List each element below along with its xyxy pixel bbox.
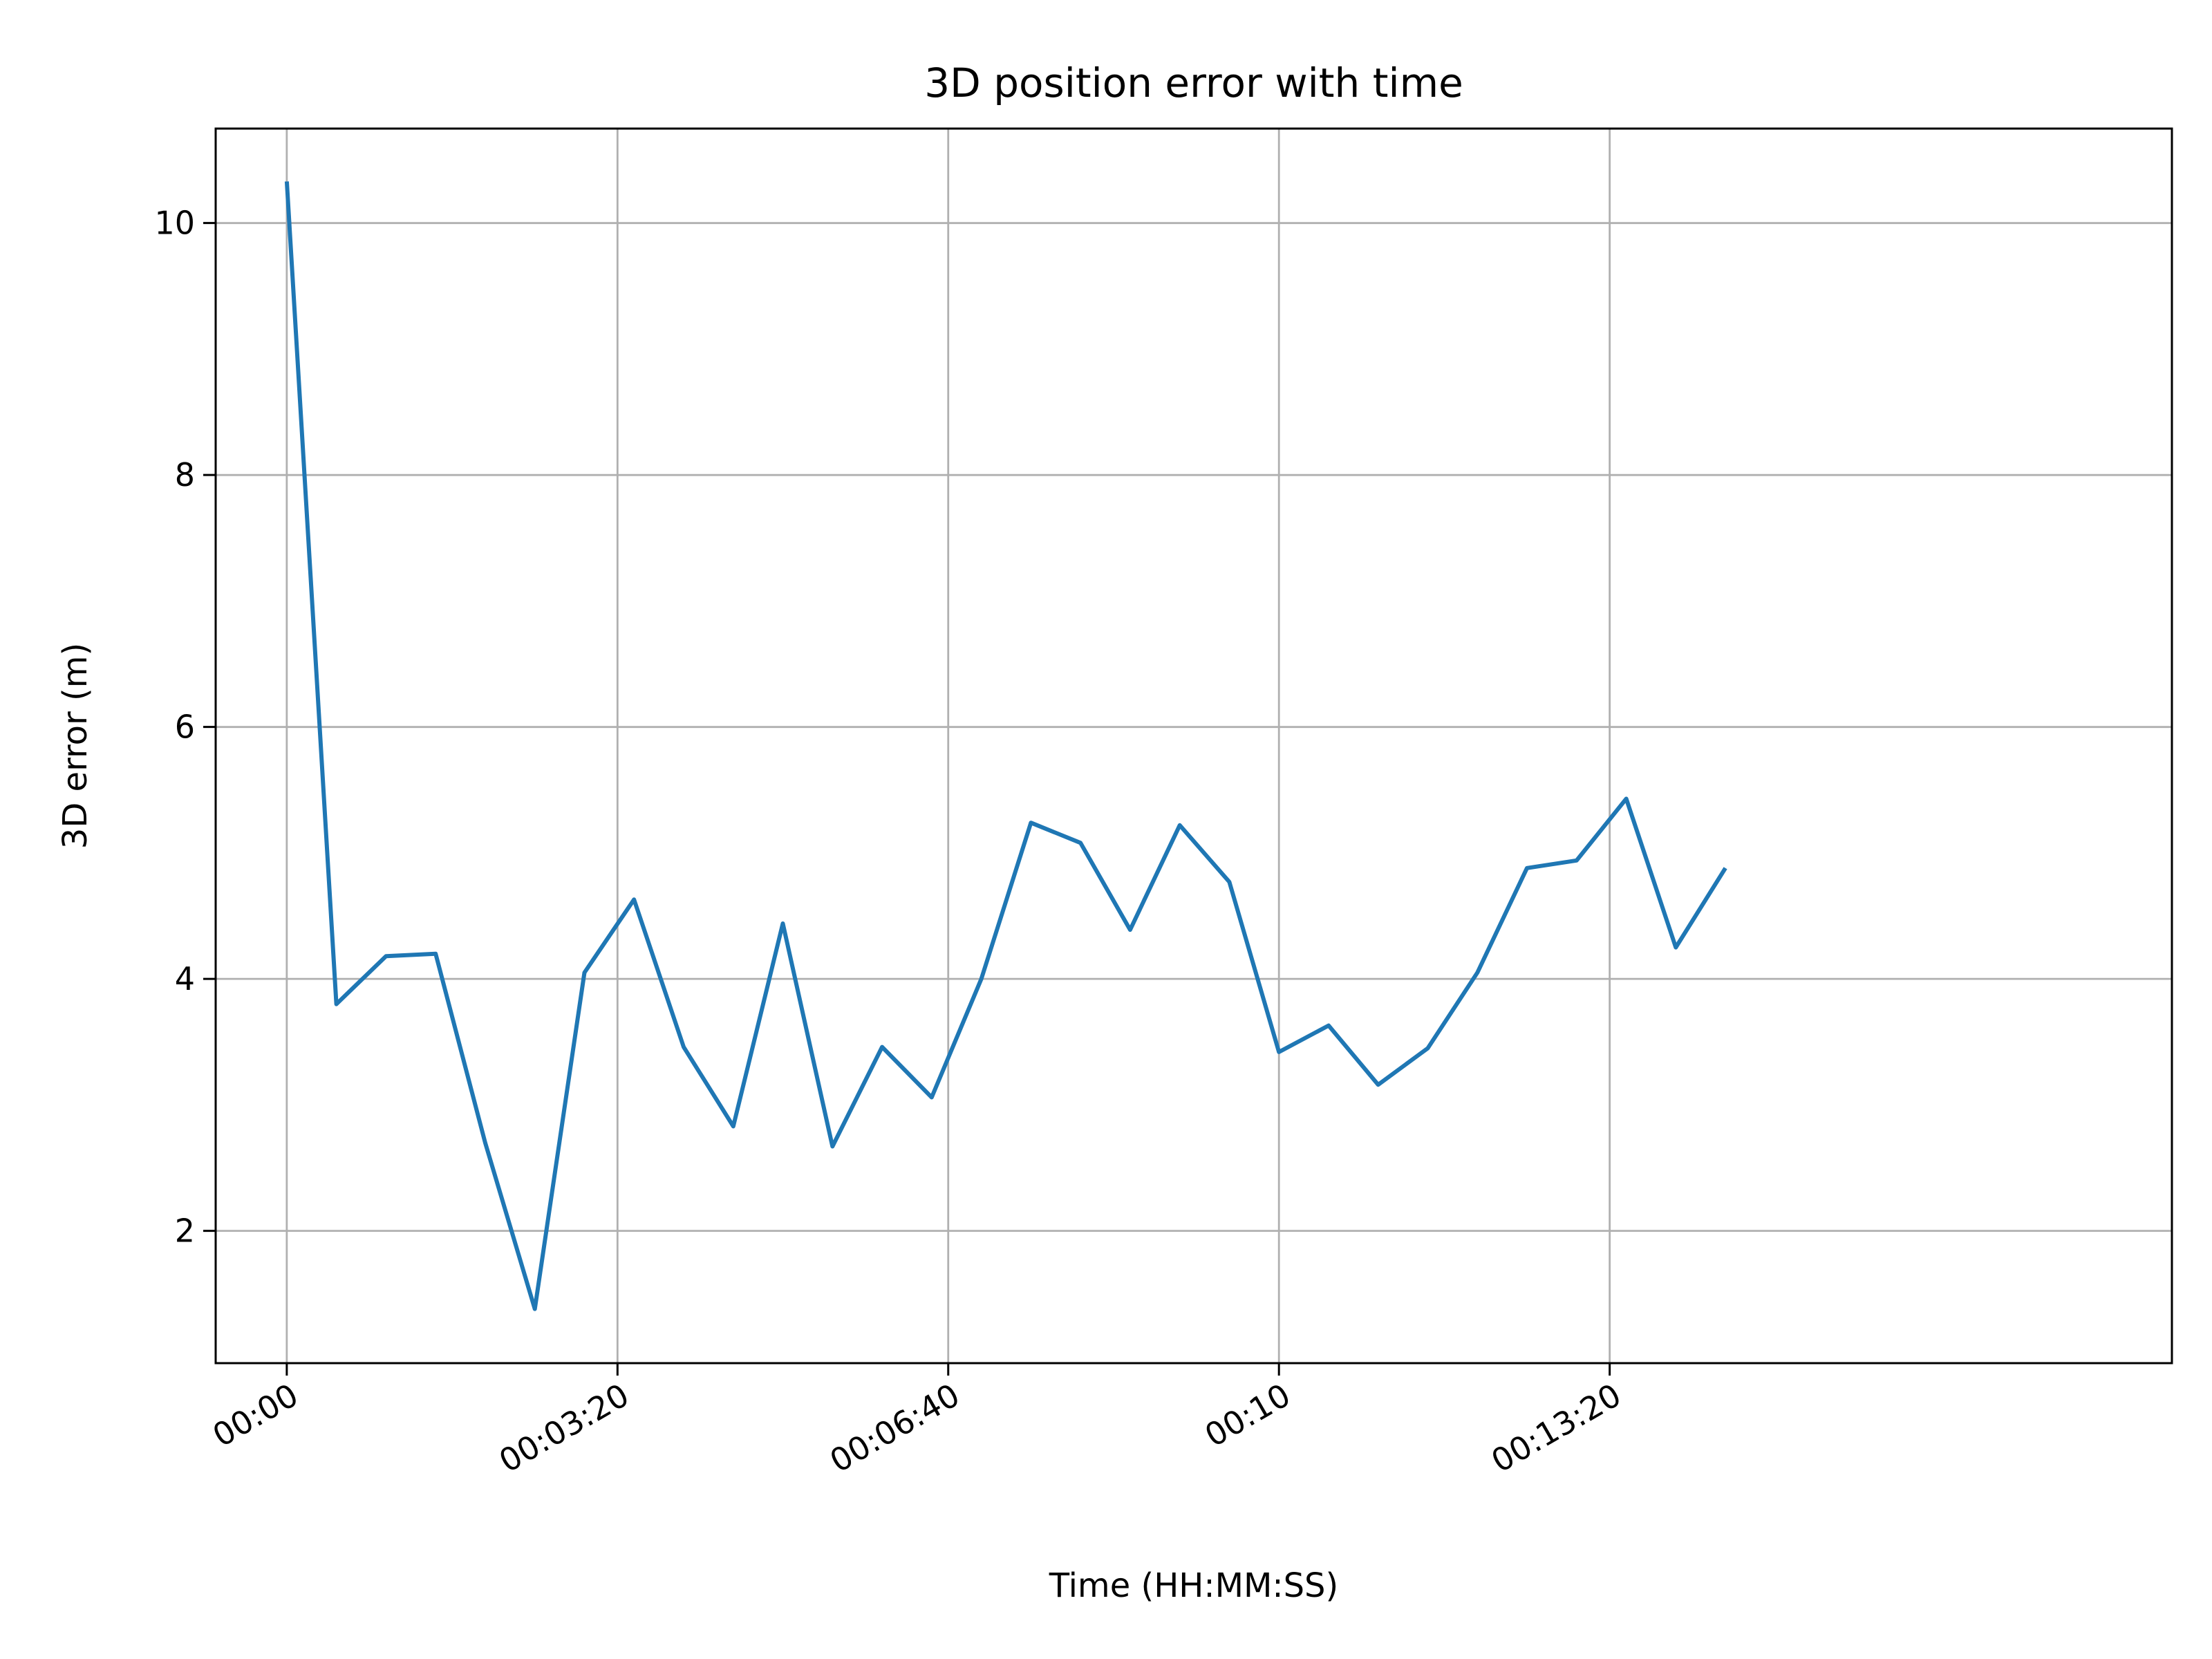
- y-tick-label: 10: [154, 205, 195, 242]
- grid-lines: [216, 129, 2172, 1363]
- y-tick-label: 6: [175, 709, 195, 746]
- y-tick-label: 8: [175, 456, 195, 494]
- series-line: [284, 181, 1727, 1311]
- x-axis-label: Time (HH:MM:SS): [1049, 1566, 1338, 1605]
- y-tick-label: 4: [175, 960, 195, 997]
- chart-title: 3D position error with time: [924, 59, 1463, 106]
- y-tick-label: 2: [175, 1212, 195, 1250]
- plot-frame: [214, 127, 2173, 1365]
- y-axis-label: 3D error (m): [56, 643, 95, 849]
- series-lines: [284, 181, 1727, 1311]
